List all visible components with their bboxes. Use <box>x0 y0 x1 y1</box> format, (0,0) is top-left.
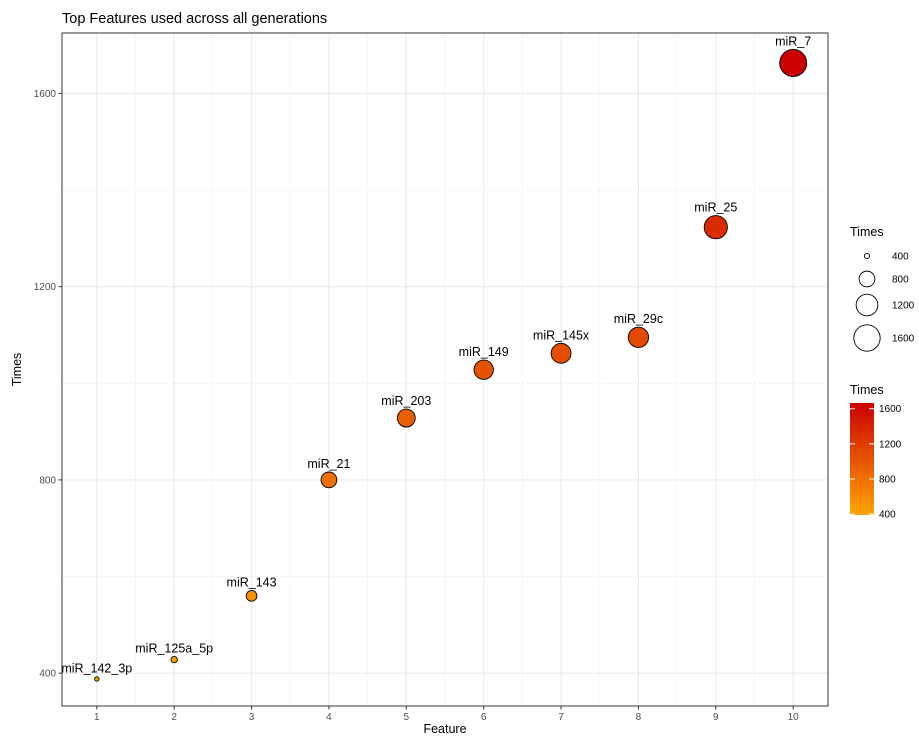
x-tick-label: 4 <box>326 712 332 723</box>
x-tick-label: 2 <box>171 712 177 723</box>
color-legend-label: 1200 <box>879 439 902 450</box>
x-axis-title: Feature <box>423 722 466 736</box>
point-label: miR_125a_5p <box>135 641 213 655</box>
data-point <box>94 676 100 682</box>
point-label: miR_149 <box>459 345 509 359</box>
data-point <box>396 408 416 428</box>
y-tick-label: 800 <box>39 475 56 486</box>
size-legend-label: 400 <box>892 252 909 263</box>
color-legend-label: 400 <box>879 510 896 521</box>
data-point <box>170 655 178 664</box>
data-points <box>94 49 808 682</box>
point-label: miR_145x <box>533 328 590 342</box>
grid <box>62 33 828 706</box>
y-tick-label: 400 <box>39 669 56 680</box>
color-legend-label: 800 <box>879 474 896 485</box>
size-legend: Times 400 800 1200 1600 <box>850 225 915 352</box>
x-tick-label: 5 <box>404 712 410 723</box>
data-point <box>320 471 338 489</box>
axes: 1 2 3 4 5 6 7 8 9 10 400 800 1200 1600 <box>34 89 799 723</box>
color-legend: Times 400 800 1200 1600 <box>850 383 902 521</box>
point-label: miR_21 <box>307 457 350 471</box>
point-label: miR_142_3p <box>61 662 132 676</box>
panel-border <box>61 32 829 707</box>
colorbar <box>850 403 874 515</box>
x-tick-label: 8 <box>636 712 642 723</box>
point-label: miR_29c <box>614 312 663 326</box>
point-label: miR_203 <box>381 394 431 408</box>
x-tick-label: 10 <box>788 712 800 723</box>
data-point <box>627 326 650 348</box>
x-tick-label: 9 <box>713 712 719 723</box>
size-legend-label: 1600 <box>892 334 915 345</box>
y-tick-label: 1600 <box>34 89 57 100</box>
x-tick-label: 1 <box>94 712 100 723</box>
point-label: miR_143 <box>227 575 277 589</box>
x-tick-label: 6 <box>481 712 487 723</box>
x-tick-label: 7 <box>558 712 564 723</box>
color-legend-title: Times <box>850 383 884 397</box>
size-legend-key <box>855 293 879 317</box>
chart-title: Top Features used across all generations <box>62 11 327 27</box>
size-legend-label: 1200 <box>892 301 915 312</box>
color-legend-label: 1600 <box>879 404 902 415</box>
data-point <box>245 590 258 602</box>
data-point <box>550 342 572 364</box>
point-label: miR_7 <box>775 34 811 48</box>
data-point <box>703 215 728 240</box>
y-axis-title: Times <box>10 353 24 387</box>
x-tick-label: 3 <box>249 712 255 723</box>
size-legend-key <box>863 252 871 260</box>
size-legend-key <box>853 324 881 352</box>
data-point <box>779 49 808 77</box>
point-label: miR_25 <box>694 201 737 215</box>
y-tick-label: 1200 <box>34 282 57 293</box>
data-point <box>473 359 494 380</box>
size-legend-key <box>858 270 876 288</box>
size-legend-title: Times <box>850 225 884 239</box>
size-legend-label: 800 <box>892 275 909 286</box>
